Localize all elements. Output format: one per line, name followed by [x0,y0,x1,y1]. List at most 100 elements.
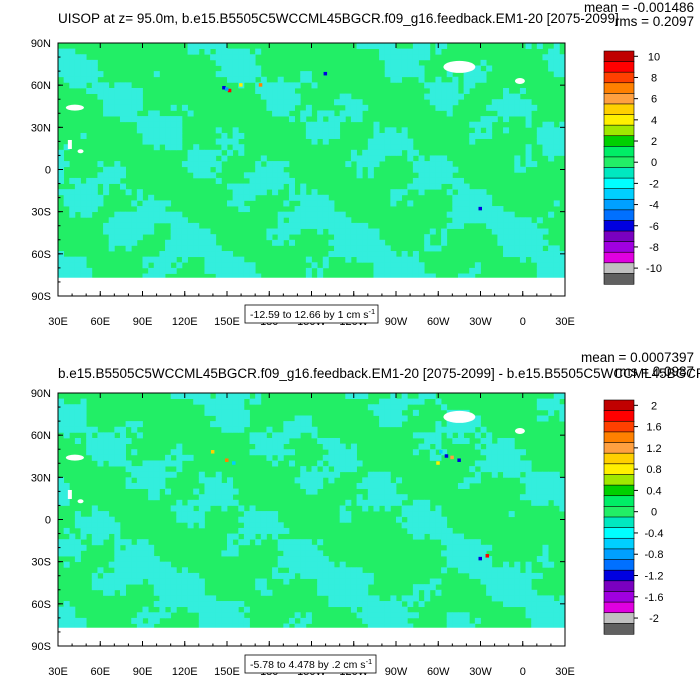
field-cell [559,415,566,422]
field-cell [142,228,149,235]
field-cell [519,595,526,602]
field-cell [288,93,295,100]
field-cell [221,404,228,411]
field-cell [362,251,369,258]
colorbar-swatch [603,601,635,614]
field-cell [103,82,110,89]
field-cell [187,454,194,461]
field-cell [328,110,335,117]
field-cell [542,544,549,551]
field-cell [108,561,115,568]
field-cell [142,138,149,145]
field-cell [125,477,132,484]
field-cell [63,409,70,416]
field-cell [424,54,431,61]
field-cell [536,138,543,145]
field-cell [283,200,290,207]
field-cell [221,409,228,416]
field-cell [148,200,155,207]
field-cell [108,104,115,111]
field-cell [97,177,104,184]
field-cell [429,578,436,585]
field-cell [379,601,386,608]
field-cell [424,166,431,173]
field-cell [131,222,138,229]
field-cell [187,595,194,602]
field-cell [272,177,279,184]
field-cell [367,144,374,151]
field-cell [119,550,126,557]
field-cell [373,477,380,484]
field-cell [80,71,87,78]
field-cell [227,262,234,269]
field-cell [435,511,442,518]
field-cell [373,482,380,489]
x-tick-label: 30E [48,666,68,678]
field-cell [221,144,228,151]
field-cell [334,601,341,608]
field-cell [119,443,126,450]
field-cell [548,595,555,602]
field-cell [142,482,149,489]
field-cell [435,527,442,534]
field-cell [334,234,341,241]
field-cell [91,82,98,89]
field-cell [446,561,453,568]
field-cell [497,110,504,117]
field-cell [384,409,391,416]
field-cell [531,623,538,630]
field-cell [69,426,76,433]
field-cell [159,460,166,467]
field-cell [170,138,177,145]
field-cell [514,110,521,117]
field-cell [300,482,307,489]
field-cell [486,556,493,563]
field-cell [356,595,363,602]
field-cell [480,449,487,456]
field-cell [159,589,166,596]
field-cell [497,572,504,579]
field-cell [508,234,515,241]
field-cell [204,494,211,501]
field-cell [305,482,312,489]
field-cell [238,144,245,151]
field-cell [514,166,521,173]
field-cell [277,561,284,568]
field-cell [379,617,386,624]
field-cell [58,426,65,433]
field-cell [548,149,555,156]
field-cell [176,262,183,269]
field-cell [86,516,93,523]
field-cell [525,482,532,489]
field-cell [272,460,279,467]
field-cell [153,262,160,269]
field-cell [153,132,160,139]
field-cell [232,267,239,274]
field-cell [429,228,436,235]
field-cell [503,572,510,579]
field-cell [412,59,419,66]
field-cell [58,177,65,184]
field-cell [69,200,76,207]
field-cell [452,76,459,83]
field-cell [148,477,155,484]
field-cell [446,550,453,557]
field-cell [514,595,521,602]
field-cell [198,516,205,523]
field-cell [119,589,126,596]
field-cell [384,43,391,50]
field-cell [86,267,93,274]
field-cell [153,494,160,501]
field-cell [69,404,76,411]
field-cell [508,110,515,117]
field-cell [328,206,335,213]
field-cell [441,177,448,184]
field-cell [350,222,357,229]
field-cell [277,110,284,117]
field-cell [435,155,442,162]
field-cell [373,404,380,411]
field-cell [412,516,419,523]
field-cell [463,421,470,428]
field-cell [519,572,526,579]
